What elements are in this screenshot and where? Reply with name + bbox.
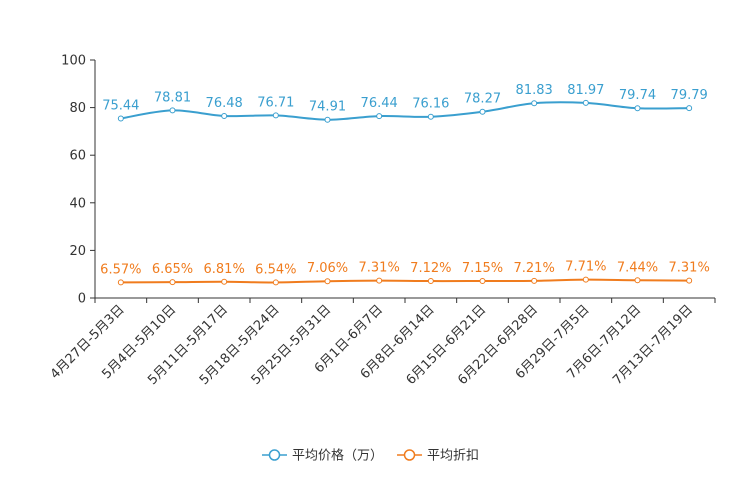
- data-point: [324, 278, 331, 285]
- data-point: [634, 105, 641, 112]
- data-point: [582, 99, 589, 106]
- data-label: 76.16: [412, 97, 449, 112]
- y-tick-label: 100: [61, 54, 86, 69]
- series-2: 6.57% 6.65% 6.81% 6.54% 7.06% 7.31% 7.12% 7.15%…: [100, 260, 710, 286]
- legend-marker-icon: [268, 449, 281, 461]
- data-point: [272, 279, 279, 286]
- data-point: [376, 113, 383, 120]
- legend-label: 平均价格（万）: [292, 448, 383, 464]
- data-point: [479, 108, 486, 115]
- y-tick-label: 20: [69, 244, 86, 259]
- series-line: [120, 278, 690, 284]
- x-axis: 4月27日-5月3日5月4日-5月10日5月11日-5月17日5月18日-5月2…: [48, 297, 716, 388]
- legend-item-1: 平均价格（万）: [262, 448, 383, 464]
- data-label: 7.44%: [617, 260, 658, 275]
- data-point: [117, 279, 124, 286]
- series-layer: 75.44 78.81 76.48 76.71 74.91 76.44 76.16 78.27…: [100, 83, 710, 286]
- data-label: 74.91: [309, 100, 346, 115]
- data-point: [272, 112, 279, 119]
- legend: 平均价格（万） 平均折扣: [262, 448, 479, 464]
- y-tick-label: 60: [69, 149, 86, 164]
- data-point: [169, 107, 176, 114]
- data-label: 7.15%: [462, 261, 503, 276]
- data-label: 78.81: [154, 90, 191, 105]
- data-point: [686, 277, 693, 284]
- data-label: 7.31%: [359, 261, 400, 276]
- data-label: 7.21%: [514, 261, 555, 276]
- y-tick-label: 40: [69, 196, 86, 211]
- data-label: 79.79: [671, 88, 708, 103]
- data-label: 7.06%: [307, 261, 348, 276]
- data-label: 7.71%: [565, 260, 606, 275]
- data-point: [634, 277, 641, 284]
- data-label: 6.81%: [204, 262, 245, 277]
- data-label: 6.54%: [255, 262, 296, 277]
- data-point: [117, 115, 124, 122]
- data-point: [531, 277, 538, 284]
- data-label: 75.44: [102, 98, 139, 113]
- y-tick-label: 0: [78, 292, 86, 307]
- data-point: [221, 112, 228, 119]
- data-point: [376, 277, 383, 284]
- y-tick-label: 80: [69, 101, 86, 116]
- data-point: [221, 278, 228, 285]
- data-label: 7.12%: [410, 261, 451, 276]
- data-label: 76.71: [257, 95, 294, 110]
- legend-label: 平均折扣: [427, 449, 479, 464]
- legend-item-2: 平均折扣: [397, 449, 479, 464]
- y-axis: 0 20 40 60 80 100: [61, 54, 96, 307]
- data-point: [479, 277, 486, 284]
- data-label: 79.74: [619, 88, 656, 103]
- data-label: 81.97: [567, 83, 604, 98]
- data-point: [531, 100, 538, 107]
- legend-marker-icon: [403, 449, 416, 461]
- data-point: [427, 113, 434, 120]
- series-1: 75.44 78.81 76.48 76.71 74.91 76.44 76.16 78.27…: [102, 83, 708, 123]
- data-point: [427, 278, 434, 285]
- data-point: [582, 276, 589, 283]
- data-label: 78.27: [464, 92, 501, 107]
- data-point: [686, 105, 693, 112]
- data-label: 6.57%: [100, 262, 141, 277]
- data-point: [324, 116, 331, 123]
- data-point: [169, 279, 176, 286]
- data-label: 7.31%: [669, 261, 710, 276]
- series-line: [120, 101, 690, 121]
- data-label: 76.48: [206, 96, 243, 111]
- data-label: 81.83: [516, 83, 553, 98]
- data-label: 76.44: [361, 96, 398, 111]
- data-label: 6.65%: [152, 262, 193, 277]
